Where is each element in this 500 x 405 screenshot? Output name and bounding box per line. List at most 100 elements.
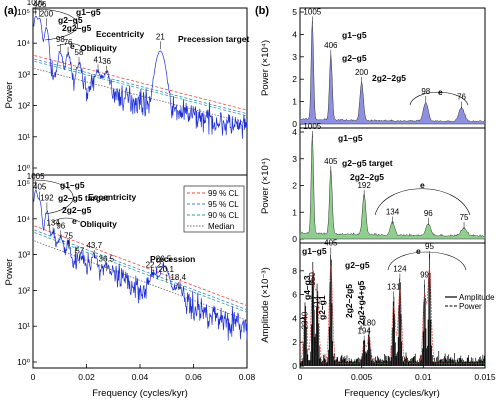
a-ytick-label: 10² bbox=[18, 285, 30, 295]
b-peak-label: 99 bbox=[420, 271, 429, 280]
b3-ann-g1g5: g1–g5 bbox=[302, 246, 327, 256]
a-peak-label: 41 bbox=[94, 55, 103, 64]
a-cl-curve bbox=[34, 58, 248, 115]
a-ytick-label: 10³ bbox=[18, 250, 30, 260]
a-peak-label: 36.5 bbox=[99, 254, 115, 263]
panel-b-frame bbox=[299, 7, 486, 369]
b3-legend-power: Power bbox=[459, 302, 482, 311]
b-peak-label: 406 bbox=[324, 41, 338, 50]
b-peak-label: 192 bbox=[357, 181, 371, 190]
a-ytick-label: 10¹ bbox=[18, 132, 30, 142]
a-ytick-label: 10¹ bbox=[18, 321, 30, 331]
legend-90: 90 % CL bbox=[208, 211, 239, 220]
a-ytick-label: 10⁵ bbox=[17, 178, 30, 188]
a-peak-label: 75 bbox=[64, 232, 73, 241]
b-ytick-label: 3 bbox=[292, 52, 297, 62]
b-peak-label: 950 bbox=[308, 272, 317, 286]
panel-b-1: 0 1 2 3 4 5 1005 406 200 98 76 bbox=[292, 7, 486, 129]
b-ytick-label: 2 bbox=[292, 337, 297, 347]
b3-ann-g4g3: g4–g3 bbox=[302, 275, 312, 300]
b-peak-label: 180 bbox=[362, 318, 376, 327]
b-peak-label: 1005 bbox=[303, 122, 321, 131]
b1-ann-g2g5: g2–g5 bbox=[342, 53, 367, 63]
a-peak-label: 134 bbox=[46, 219, 60, 228]
b3-ann-g2g1: g2–g1 bbox=[317, 295, 327, 320]
a-peak-label: 1005 bbox=[27, 172, 45, 181]
a-cl-curve bbox=[34, 68, 248, 124]
a-top-ann-eccentricity: Eccentricity bbox=[96, 29, 144, 39]
a-ytick-label: 10⁴ bbox=[17, 38, 30, 48]
a-peak-label: 58 bbox=[75, 48, 84, 57]
b-spectrum-area bbox=[299, 134, 486, 240]
b-peak-label: 134 bbox=[386, 208, 400, 217]
a-xtick-label: 0.08 bbox=[239, 372, 256, 382]
a-ytick-label: 10² bbox=[18, 101, 30, 111]
b-xtick-label: 0 bbox=[298, 372, 303, 382]
a-cl-curve bbox=[34, 229, 248, 311]
a-bot-ann-precession: Precession bbox=[150, 254, 195, 264]
a-peak-label: 200 bbox=[40, 9, 54, 18]
b-ytick-label: 1 bbox=[292, 207, 297, 217]
a-top-ann-precession: Precession target bbox=[178, 34, 250, 44]
panel-b-label: (b) bbox=[255, 5, 269, 17]
legend-99: 99 % CL bbox=[208, 189, 239, 198]
b-peak-label: 76 bbox=[457, 93, 466, 102]
a-cl-curve bbox=[34, 55, 248, 111]
panel-a-xlabel: Frequency (cycles/kyr) bbox=[92, 388, 188, 399]
a-peak-label: 36 bbox=[102, 57, 111, 66]
a-peak-label: 192 bbox=[40, 193, 54, 202]
a-peak-label: 57 bbox=[75, 246, 84, 255]
a-cl-curve bbox=[34, 60, 248, 117]
b1-e-bracket bbox=[409, 91, 469, 106]
a-peak-label: 406 bbox=[33, 0, 47, 9]
b-peak-label: 98 bbox=[421, 87, 430, 96]
b-peak-label: 124 bbox=[393, 265, 407, 274]
b2-ann-2g2g5: 2g2–2g5 bbox=[350, 172, 384, 182]
b-ytick-label: 2 bbox=[292, 181, 297, 191]
a-cl-curve bbox=[34, 240, 248, 321]
b-peak-label: 1005 bbox=[303, 7, 321, 16]
b-ytick-label: 4 bbox=[292, 29, 297, 39]
b-peak-label: 194 bbox=[357, 327, 371, 336]
b-ytick-label: 2 bbox=[292, 74, 297, 84]
panel-a-bottom-ylabel: Power bbox=[4, 259, 15, 286]
b2-ann-g1g5: g1–g5 bbox=[338, 133, 363, 143]
a-top-ann-2g2g5: 2g2–g5 bbox=[62, 23, 92, 33]
b1-ann-2g2g5: 2g2–2g5 bbox=[372, 73, 406, 83]
b-peak-label: 405 bbox=[324, 157, 338, 166]
b-xtick-label: 0.01 bbox=[415, 372, 432, 382]
b-xtick-label: 0.015 bbox=[474, 372, 496, 382]
b-spectrum-area bbox=[299, 20, 486, 125]
a-peak-label: 1005 bbox=[27, 0, 45, 7]
b-ytick-label: 1 bbox=[292, 97, 297, 107]
b-ytick-label: 5 bbox=[292, 7, 297, 17]
a-peak-label: 22.2 bbox=[146, 261, 162, 270]
a-xtick-label: 0.04 bbox=[132, 372, 149, 382]
a-peak-label: 76 bbox=[64, 38, 73, 47]
b-ytick-label: 0 bbox=[292, 361, 297, 371]
a-peak-label: 43.7 bbox=[86, 241, 102, 250]
panel-a-x-axis: 0 0.02 0.04 0.06 0.08 bbox=[31, 364, 256, 382]
b-peak-label: 714 bbox=[312, 295, 321, 309]
legend-box bbox=[183, 185, 245, 233]
a-top-ann-obliquity: Obliquity bbox=[80, 43, 117, 53]
b-peak-label: 96 bbox=[424, 209, 433, 218]
a-peak-label: 96 bbox=[56, 221, 65, 230]
a-ytick-label: 10⁰ bbox=[17, 163, 30, 173]
a-cl-curve bbox=[34, 225, 248, 306]
b-xtick-label: 0.005 bbox=[351, 372, 373, 382]
b-ytick-label: 0 bbox=[292, 119, 297, 129]
panel-a-legend: 99 % CL 95 % CL 90 % CL Median bbox=[183, 185, 245, 233]
a-top-ann-g1g5: g1–g5 bbox=[76, 7, 101, 17]
panel-b-3-ylabel: Amplitude (×10⁻³) bbox=[260, 267, 271, 343]
b-peak-label: 75 bbox=[460, 213, 469, 222]
a-bot-e-bracket bbox=[51, 217, 81, 223]
b3-ann-2g2g5: 2g2–2g5 bbox=[344, 284, 354, 318]
a-top-ecc-bracket bbox=[32, 8, 78, 41]
a-bot-ann-obliquity: Obliquity bbox=[80, 219, 117, 229]
legend-median: Median bbox=[208, 222, 234, 231]
a-peak-label: 20.1 bbox=[158, 265, 174, 274]
